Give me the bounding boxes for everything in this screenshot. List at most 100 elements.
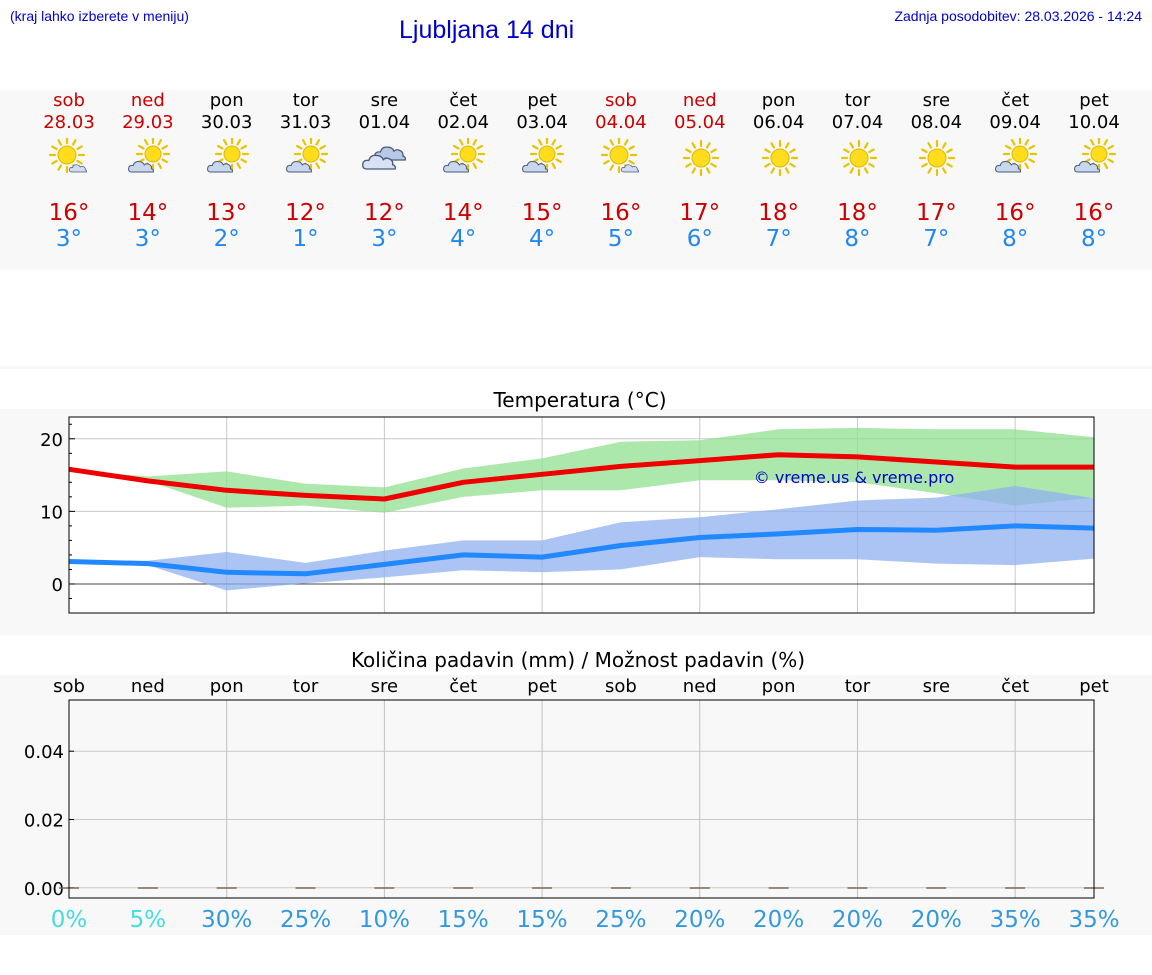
day-name: pon	[761, 90, 796, 111]
min-temp: 3°	[134, 226, 161, 252]
day-column: čet 09.04 16° 8°	[975, 90, 1055, 265]
day-date: 05.04	[674, 112, 726, 133]
day-column: sob 28.03 16° 3°	[29, 90, 109, 265]
max-temperature-line	[68, 452, 1094, 502]
precipitation-probability: 30%	[201, 907, 252, 933]
y-tick-label: 0.04	[24, 742, 64, 763]
day-column: ned 05.04 17° 6°	[660, 90, 740, 265]
sun-icon	[757, 138, 803, 178]
max-temp: 16°	[1073, 200, 1115, 226]
day-date: 08.04	[910, 112, 963, 133]
day-tick-label: čet	[1001, 676, 1029, 697]
min-temp: 1°	[292, 226, 319, 252]
day-column: pon 30.03 13° 2°	[187, 90, 267, 265]
last-update: Zadnja posodobitev: 28.03.2026 - 14:24	[894, 8, 1142, 24]
precipitation-probability: 35%	[1068, 907, 1119, 933]
day-column: tor 31.03 12° 1°	[266, 90, 346, 265]
day-tick-label: sre	[371, 676, 398, 697]
day-tick-label: pet	[1079, 676, 1109, 697]
precipitation-probability: 15%	[438, 907, 489, 933]
precipitation-bar	[295, 887, 316, 889]
day-name: pon	[209, 90, 244, 111]
chart-title: Temperatura (°C)	[492, 388, 666, 412]
day-name: sre	[370, 90, 399, 111]
chart-title: Količina padavin (mm) / Možnost padavin …	[351, 648, 805, 672]
day-column: sob 04.04 16° 5°	[581, 90, 661, 265]
day-column: pet 10.04 16° 8°	[1054, 90, 1134, 265]
max-temp: 18°	[837, 200, 878, 226]
day-column: ned 29.03 14° 3°	[108, 90, 188, 265]
min-temp: 3°	[371, 226, 398, 252]
sun-cloud-icon	[284, 136, 330, 178]
precipitation-probability: 5%	[130, 907, 167, 933]
precipitation-probability: 10%	[359, 907, 410, 933]
precipitation-probability: 20%	[753, 907, 804, 933]
day-date: 01.04	[358, 112, 411, 133]
precipitation-bar	[374, 887, 395, 889]
day-date: 06.04	[752, 112, 805, 133]
day-name: čet	[1001, 90, 1030, 111]
day-tick-label: sre	[923, 676, 950, 697]
day-date: 31.03	[279, 112, 332, 133]
min-temp: 4°	[529, 226, 556, 252]
copyright-text: © vreme.us & vreme.pro	[754, 468, 955, 487]
y-tick-label: 0.00	[24, 879, 64, 900]
day-name: ned	[682, 90, 717, 111]
day-date: 07.04	[831, 112, 884, 133]
day-date: 29.03	[122, 112, 174, 133]
precipitation-probability: 25%	[280, 907, 331, 933]
precipitation-probability: 20%	[674, 907, 725, 933]
day-date: 10.04	[1068, 112, 1120, 133]
precipitation-probability: 0%	[51, 907, 88, 933]
max-temp: 16°	[600, 200, 642, 226]
max-temp: 13°	[206, 200, 248, 226]
day-tick-label: pon	[762, 676, 796, 697]
sun-cloud-icon	[126, 136, 172, 178]
sun-icon	[914, 138, 960, 178]
precipitation-bar	[1005, 887, 1026, 889]
precipitation-bar	[216, 887, 237, 889]
day-column: čet 02.04 14° 4°	[423, 90, 503, 265]
day-tick-label: pon	[210, 676, 244, 697]
day-tick-label: pet	[527, 676, 557, 697]
sun-cloud-icon	[205, 136, 251, 178]
y-tick-label: 10	[40, 502, 63, 523]
sun-icon	[678, 138, 724, 178]
day-tick-label: ned	[683, 676, 717, 697]
precipitation-bar	[137, 887, 158, 889]
max-temp: 12°	[364, 200, 405, 226]
precipitation-probability: 20%	[832, 907, 883, 933]
day-date: 04.04	[595, 112, 647, 133]
day-name: tor	[292, 90, 319, 111]
sun-cloud-icon	[441, 136, 487, 178]
cloudy-icon	[362, 138, 408, 178]
day-date: 02.04	[437, 112, 490, 133]
y-tick-label: 0.02	[24, 810, 64, 831]
sun-small-cloud-icon	[47, 136, 93, 178]
precipitation-probability: 20%	[911, 907, 962, 933]
plot-frame	[68, 699, 1095, 899]
separator	[0, 366, 1152, 369]
day-name: tor	[844, 90, 871, 111]
sun-icon	[836, 138, 882, 178]
day-date: 28.03	[43, 112, 95, 133]
day-column: tor 07.04 18° 8°	[818, 90, 898, 265]
day-name: pet	[527, 90, 557, 111]
max-temp: 15°	[521, 200, 563, 226]
max-temp: 12°	[285, 200, 326, 226]
day-tick-label: čet	[449, 676, 477, 697]
day-name: ned	[130, 90, 165, 111]
day-name: pet	[1079, 90, 1109, 111]
y-tick-label: 20	[40, 430, 63, 451]
precipitation-bar	[453, 887, 474, 889]
day-tick-label: sob	[53, 676, 85, 697]
precipitation-bar	[532, 887, 553, 889]
min-temp: 7°	[765, 226, 792, 252]
sun-small-cloud-icon	[599, 136, 645, 178]
day-date: 03.04	[516, 112, 568, 133]
day-column: sre 08.04 17° 7°	[896, 90, 976, 265]
precipitation-bar	[926, 887, 947, 889]
sun-cloud-icon	[993, 136, 1039, 178]
max-temp: 16°	[48, 200, 90, 226]
day-column: sre 01.04 12° 3°	[344, 90, 424, 265]
